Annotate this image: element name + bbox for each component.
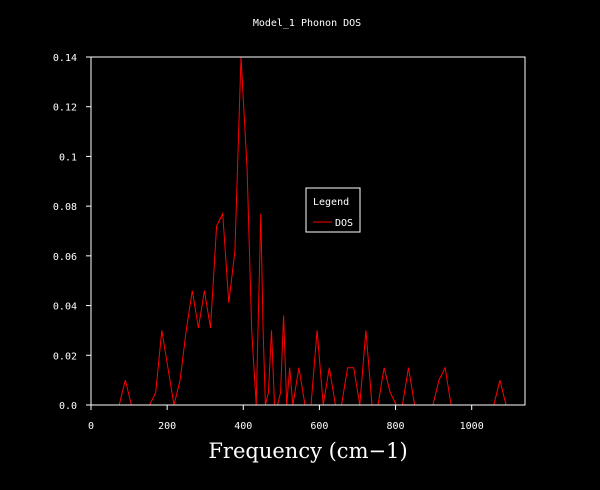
- x-tick-label: 400: [234, 421, 252, 432]
- x-tick-label: 1000: [460, 421, 484, 432]
- x-tick-label: 0: [88, 421, 94, 432]
- y-tick-label: 0.08: [53, 202, 77, 213]
- x-tick-label: 600: [310, 421, 328, 432]
- legend-title: Legend: [313, 197, 349, 208]
- legend-box[interactable]: Legend DOS: [305, 187, 361, 233]
- y-tick-label: 0.02: [53, 351, 77, 362]
- x-axis-ticks: 0 200 400 600 800 1000: [88, 405, 484, 432]
- plot-area-frame: [90, 56, 526, 406]
- y-tick-label: 0.1: [59, 152, 77, 163]
- x-tick-label: 200: [158, 421, 176, 432]
- legend-frame: [305, 187, 361, 233]
- y-tick-label: 0.04: [53, 302, 77, 313]
- chart-title: Model_1 Phonon DOS: [253, 18, 361, 29]
- y-axis-ticks: 0.0 0.02 0.04 0.06 0.08 0.1 0.12 0.14: [53, 53, 91, 412]
- y-tick-label: 0.06: [53, 252, 77, 263]
- y-tick-label: 0.12: [53, 103, 77, 114]
- x-tick-label: 800: [387, 421, 405, 432]
- legend-entry-dos: DOS: [335, 218, 353, 229]
- y-tick-label: 0.0: [59, 401, 77, 412]
- y-tick-label: 0.14: [53, 53, 77, 64]
- x-axis-label: Frequency (cm−1): [208, 439, 407, 463]
